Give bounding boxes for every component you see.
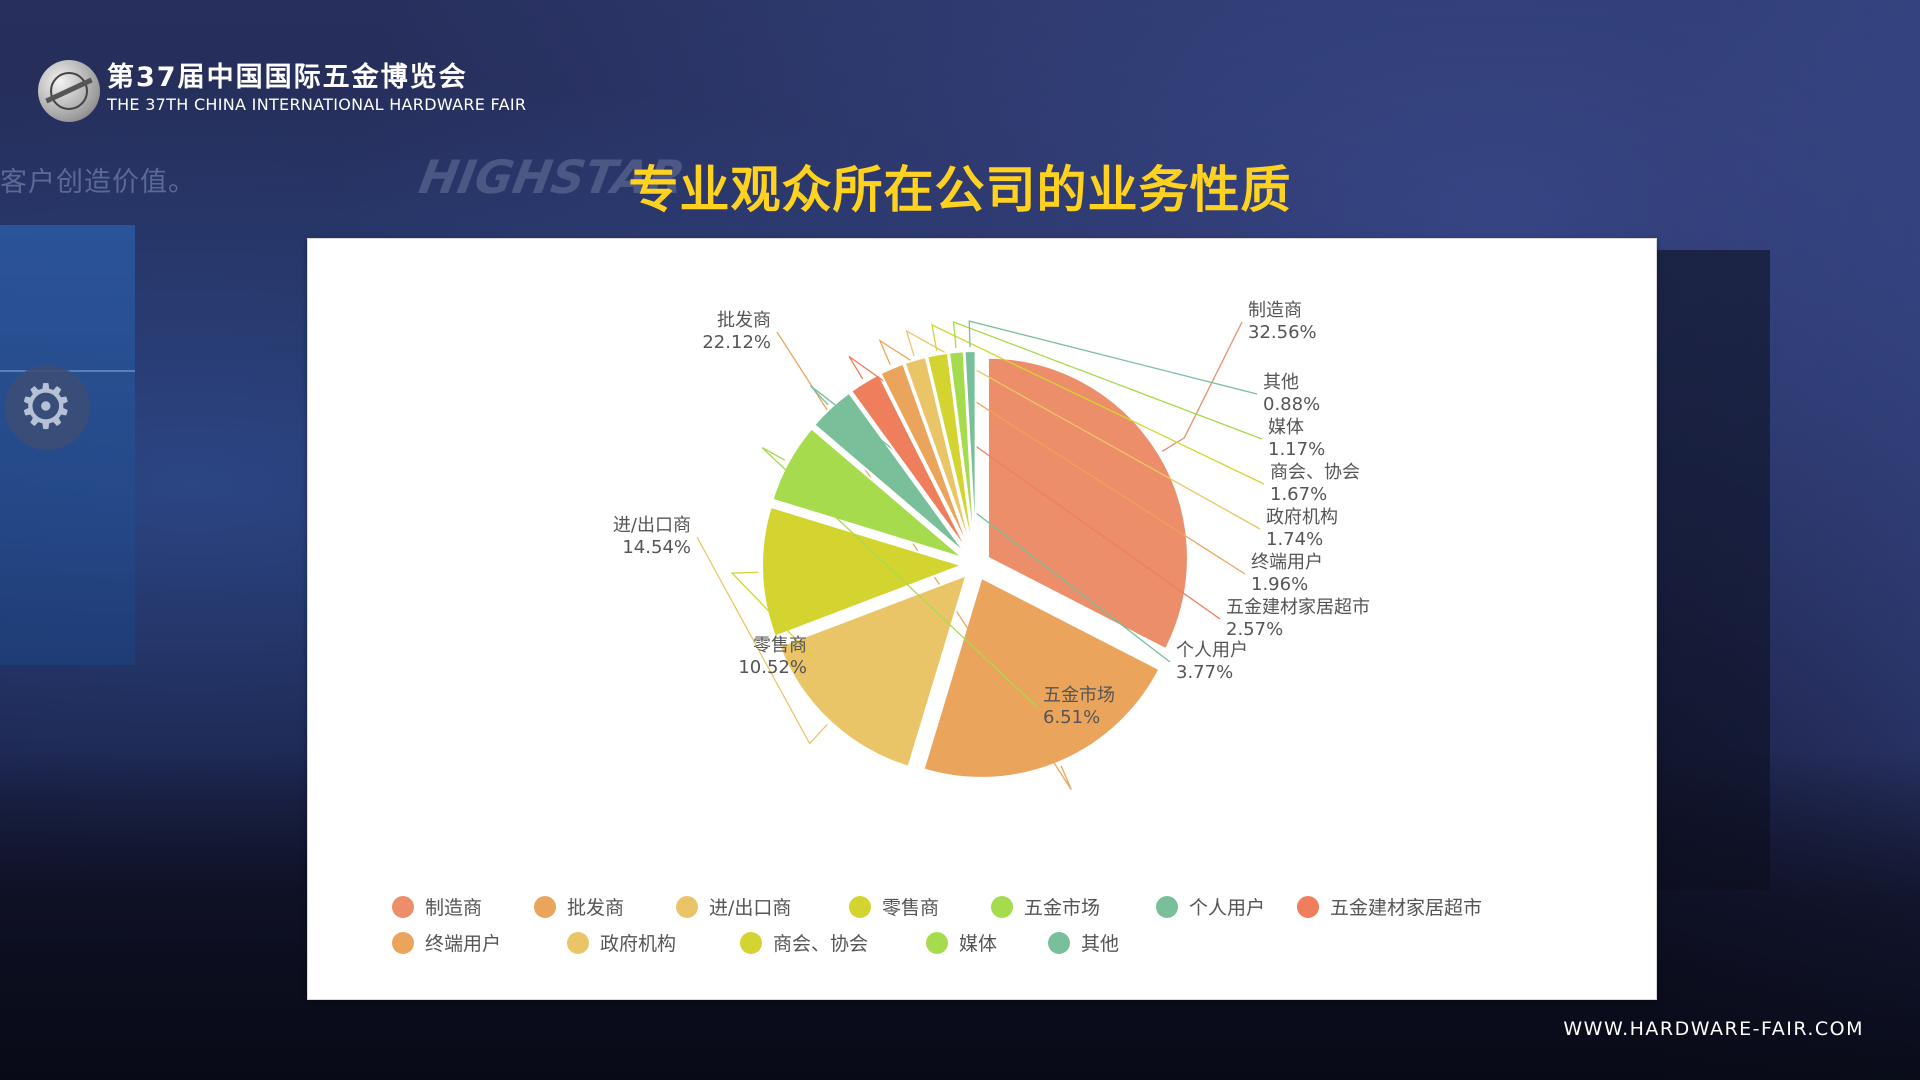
slice-label: 政府机构: [1266, 507, 1338, 528]
slice-value-label: 6.51%: [1043, 707, 1100, 728]
legend-marker: [1297, 896, 1319, 918]
pie-slice: [963, 350, 977, 552]
leader-line: [878, 339, 1246, 575]
pie-slice: [849, 373, 970, 554]
slice-label: 批发商: [717, 310, 771, 331]
leader-line: [696, 536, 828, 745]
legend-item: 五金建材家居超市: [1330, 897, 1482, 919]
slice-value-label: 1.67%: [1270, 484, 1327, 505]
slice-label: 进/出口商: [613, 515, 691, 536]
slide-title: 专业观众所在公司的业务性质: [628, 161, 1292, 219]
legend-item: 个人用户: [1189, 897, 1265, 919]
slice-label: 终端用户: [1251, 552, 1323, 573]
leader-line: [952, 321, 1263, 440]
pie-slice: [771, 427, 965, 560]
legend-item: 商会、协会: [773, 933, 868, 955]
slice-value-label: 32.56%: [1248, 322, 1317, 343]
legend-marker: [991, 896, 1013, 918]
pie-slice: [812, 391, 968, 556]
slice-label: 五金市场: [1043, 685, 1115, 706]
slice-value-label: 2.57%: [1226, 619, 1283, 640]
gear-icon: ⚙: [18, 370, 74, 443]
slice-value-label: 10.52%: [738, 657, 807, 678]
pie-slice: [761, 505, 966, 638]
leader-line: [761, 447, 1038, 708]
slice-value-label: 1.96%: [1251, 574, 1308, 595]
leader-line: [848, 356, 1221, 620]
legend-item: 进/出口商: [709, 897, 791, 919]
slice-value-label: 3.77%: [1176, 662, 1233, 683]
legend-item: 政府机构: [600, 933, 676, 955]
legend-marker: [1048, 932, 1070, 954]
leader-line: [905, 329, 1261, 530]
legend-marker: [849, 896, 871, 918]
legend-marker: [740, 932, 762, 954]
pie-slice: [903, 355, 973, 552]
chart-card: 制造商 32.56% 批发商 22.12% 进/出口商 14.54% 零售商 10.52% 五金…: [307, 238, 1657, 1000]
slice-label: 其他: [1263, 372, 1299, 393]
leader-line: [968, 320, 1258, 395]
slice-label: 五金建材家居超市: [1226, 597, 1370, 618]
background-slogan: 客户创造价值。: [0, 167, 196, 198]
leader-line: [730, 571, 814, 658]
leader-line: [809, 385, 1171, 663]
leader-line: [931, 323, 1265, 485]
pie-slice: [925, 351, 975, 552]
leader-line: [1161, 321, 1243, 452]
legend-item: 制造商: [425, 897, 482, 919]
legend-item: 其他: [1081, 933, 1119, 955]
legend-marker: [1156, 896, 1178, 918]
legend-item: 批发商: [567, 897, 624, 919]
legend-marker: [392, 932, 414, 954]
pie-slice: [879, 362, 972, 553]
slice-label: 制造商: [1248, 300, 1302, 321]
legend-marker: [567, 932, 589, 954]
slice-value-label: 1.17%: [1268, 439, 1325, 460]
legend-item: 五金市场: [1024, 897, 1100, 919]
fair-name-cn: 第37届中国国际五金博览会: [107, 62, 468, 93]
slice-label: 媒体: [1268, 417, 1304, 438]
legend-item: 媒体: [959, 933, 997, 955]
slice-value-label: 1.74%: [1266, 529, 1323, 550]
slice-label: 零售商: [753, 635, 807, 656]
legend-item: 零售商: [882, 897, 939, 919]
slice-label: 商会、协会: [1270, 462, 1360, 483]
fair-logo: [38, 60, 100, 122]
pie-slice: [778, 573, 968, 768]
pie-slice: [922, 576, 1161, 779]
legend-marker: [392, 896, 414, 918]
slice-value-label: 0.88%: [1263, 394, 1320, 415]
legend-marker: [534, 896, 556, 918]
legend-marker: [676, 896, 698, 918]
slice-label: 个人用户: [1176, 640, 1248, 661]
pie-slice: [986, 356, 1189, 651]
background-gear-circle: [5, 365, 90, 450]
website-url[interactable]: WWW.HARDWARE-FAIR.COM: [1563, 1018, 1864, 1040]
slice-value-label: 22.12%: [702, 332, 771, 353]
slice-value-label: 14.54%: [622, 537, 691, 558]
pie-chart: 制造商32.56%批发商22.12%进/出口商14.54%零售商10.52%五金…: [392, 300, 1482, 955]
legend-item: 终端用户: [425, 933, 501, 955]
logo-ring: [50, 72, 88, 110]
legend-marker: [926, 932, 948, 954]
fair-name-en: THE 37TH CHINA INTERNATIONAL HARDWARE FA…: [107, 95, 527, 114]
